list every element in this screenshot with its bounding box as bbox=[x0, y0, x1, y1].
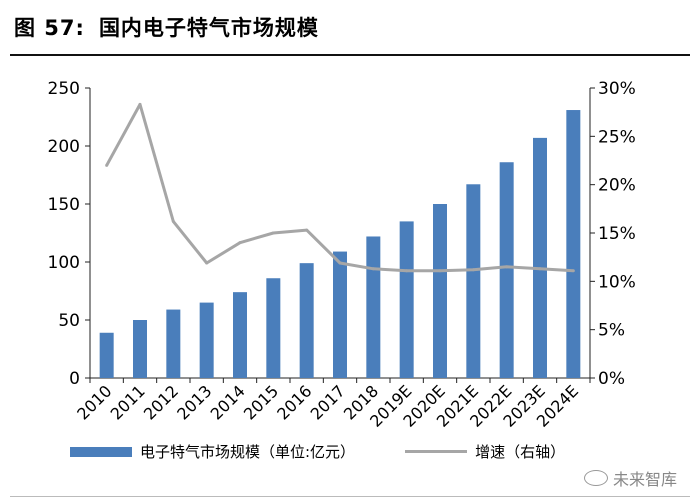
left-tick-label: 150 bbox=[48, 195, 80, 215]
x-tick-label: 2015 bbox=[240, 381, 282, 423]
x-axis-ticks: 2010201120122013201420152016201720182019… bbox=[73, 378, 591, 431]
growth-point bbox=[238, 241, 242, 245]
left-tick-label: 200 bbox=[48, 137, 80, 157]
legend-line-swatch bbox=[405, 450, 468, 453]
growth-point bbox=[338, 261, 342, 265]
bar bbox=[466, 184, 481, 378]
bar bbox=[533, 137, 547, 378]
bottom-rule bbox=[10, 496, 690, 497]
bar bbox=[499, 162, 514, 378]
right-tick-label: 5% bbox=[598, 321, 625, 341]
x-tick-label: 2017 bbox=[307, 381, 349, 423]
bar bbox=[166, 309, 181, 378]
figure-title: 图 57: 国内电子特气市场规模 bbox=[14, 12, 319, 42]
right-tick-label: 15% bbox=[598, 224, 636, 244]
left-axis-ticks: 0 50 100 150 200 250 bbox=[48, 79, 90, 389]
x-tick-label: 2014 bbox=[207, 381, 249, 423]
bar bbox=[366, 236, 381, 378]
right-tick-label: 0% bbox=[598, 369, 625, 389]
growth-point bbox=[538, 267, 542, 271]
right-tick-label: 20% bbox=[598, 176, 636, 196]
left-tick-label: 50 bbox=[58, 311, 80, 331]
bar bbox=[233, 292, 247, 378]
growth-point bbox=[138, 102, 142, 106]
right-tick-label: 10% bbox=[598, 272, 636, 292]
watermark: 未来智库 bbox=[584, 466, 677, 490]
legend-line-label: 增速（右轴） bbox=[475, 443, 566, 461]
growth-point bbox=[471, 268, 475, 272]
bar bbox=[433, 204, 447, 378]
x-tick-label: 2011 bbox=[107, 381, 149, 423]
growth-point bbox=[271, 231, 275, 235]
bar bbox=[333, 251, 347, 378]
watermark-text: 未来智库 bbox=[613, 470, 678, 489]
x-tick-label: 2012 bbox=[140, 381, 182, 423]
left-tick-label: 0 bbox=[69, 369, 80, 389]
title-rule bbox=[10, 54, 690, 56]
bar bbox=[199, 302, 214, 378]
growth-point bbox=[171, 219, 175, 223]
right-axis-ticks: 0% 5% 10% 15% 20% 25% 30% bbox=[590, 79, 636, 389]
wechat-icon bbox=[584, 470, 608, 486]
bar bbox=[299, 263, 314, 378]
bar bbox=[133, 320, 147, 378]
right-tick-label: 25% bbox=[598, 127, 636, 147]
x-tick-label: 2016 bbox=[273, 381, 315, 423]
figure-number: 图 57: bbox=[14, 16, 85, 40]
x-tick-label: 2013 bbox=[173, 381, 215, 423]
line-series bbox=[105, 102, 575, 273]
growth-point bbox=[205, 261, 209, 265]
right-tick-label: 30% bbox=[598, 79, 636, 99]
figure-title-text: 国内电子特气市场规模 bbox=[98, 16, 319, 40]
legend: 电子特气市场规模（单位:亿元） 增速（右轴） bbox=[70, 441, 565, 462]
growth-point bbox=[505, 265, 509, 269]
growth-point bbox=[305, 228, 309, 232]
bar bbox=[266, 278, 281, 378]
growth-point bbox=[371, 267, 375, 271]
legend-bar-swatch bbox=[70, 446, 132, 457]
growth-point bbox=[405, 269, 409, 273]
bar bbox=[399, 221, 414, 378]
left-tick-label: 100 bbox=[48, 253, 80, 273]
left-tick-label: 250 bbox=[48, 79, 80, 99]
growth-point bbox=[105, 163, 109, 167]
bar bbox=[566, 110, 581, 378]
bar-series bbox=[99, 110, 581, 378]
legend-bar-label: 电子特气市场规模（单位:亿元） bbox=[140, 443, 356, 461]
bar bbox=[99, 332, 114, 378]
growth-point bbox=[571, 269, 575, 273]
growth-point bbox=[438, 269, 442, 273]
